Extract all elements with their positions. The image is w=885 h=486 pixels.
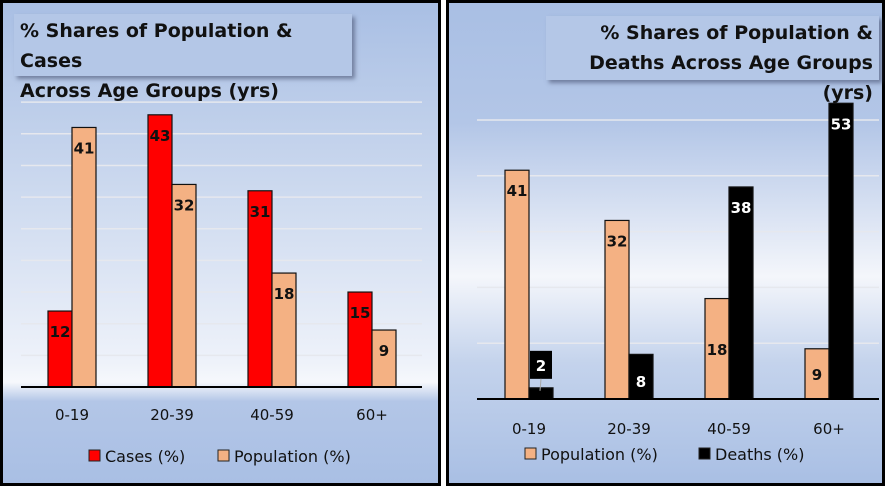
data-label: 32 — [607, 232, 628, 250]
data-label: 9 — [379, 342, 389, 360]
bar-deaths — [528, 387, 554, 400]
cases-chart-panel: % Shares of Population & Cases Across Ag… — [0, 0, 441, 486]
bar-cases — [347, 291, 373, 388]
x-tick-label: 20-39 — [150, 406, 194, 424]
bar-population — [271, 272, 297, 388]
bar-deaths — [828, 102, 854, 400]
data-label: 12 — [50, 323, 71, 341]
title-line-2: Across Age Groups (yrs) — [20, 80, 279, 102]
cases-chart-plot: 12 43 31 15 41 32 18 9 0-19 20-39 40-59 60+ Cases (%… — [21, 101, 422, 466]
deaths-chart-plot: 41 32 18 9 2 8 38 53 0-19 20-39 40-59 60+ Population… — [477, 102, 879, 464]
data-label: 2 — [536, 357, 546, 375]
bar-population — [704, 297, 730, 400]
legend-label: Population (%) — [541, 445, 658, 464]
legend-swatch — [524, 447, 537, 460]
bar-population — [371, 329, 397, 388]
data-label: 8 — [636, 373, 646, 391]
data-label: 31 — [250, 203, 271, 221]
data-label: 32 — [174, 196, 195, 214]
data-label: 18 — [707, 341, 728, 359]
bar-population — [604, 219, 630, 400]
legend-swatch — [217, 449, 230, 462]
data-label: 43 — [150, 127, 171, 145]
x-tick-label: 60+ — [813, 420, 845, 438]
data-label: 41 — [507, 182, 528, 200]
bar-cases — [147, 114, 173, 388]
data-label: 38 — [731, 199, 752, 217]
x-tick-label: 40-59 — [250, 406, 294, 424]
x-tick-label: 40-59 — [707, 420, 751, 438]
data-label: 18 — [274, 285, 295, 303]
x-tick-label: 20-39 — [607, 420, 651, 438]
callout-leader — [539, 378, 542, 391]
legend-swatch — [698, 447, 711, 460]
bar-population — [71, 126, 97, 388]
title-line-1: % Shares of Population & Cases — [20, 20, 293, 72]
legend-swatch — [88, 449, 101, 462]
x-tick-label: 0-19 — [512, 420, 546, 438]
data-label: 15 — [350, 304, 371, 322]
legend-label: Cases (%) — [105, 447, 185, 466]
x-tick-label: 60+ — [356, 406, 388, 424]
legend-label: Deaths (%) — [715, 445, 805, 464]
data-label: 41 — [74, 139, 95, 157]
deaths-chart-panel: % Shares of Population & Deaths Across A… — [446, 0, 885, 486]
x-tick-label: 0-19 — [55, 406, 89, 424]
chart-title: % Shares of Population & Cases Across Ag… — [14, 14, 352, 102]
chart-title: % Shares of Population & Deaths Across A… — [546, 16, 879, 104]
data-label: 53 — [831, 115, 852, 133]
bar-deaths — [728, 186, 754, 400]
bar-population — [171, 183, 197, 388]
title-line-2: Deaths Across Age Groups (yrs) — [589, 52, 873, 104]
bar-population — [504, 169, 530, 400]
legend-label: Population (%) — [234, 447, 351, 466]
title-line-1: % Shares of Population & — [600, 22, 873, 44]
data-label-callout — [530, 350, 552, 379]
data-label: 9 — [812, 366, 822, 384]
